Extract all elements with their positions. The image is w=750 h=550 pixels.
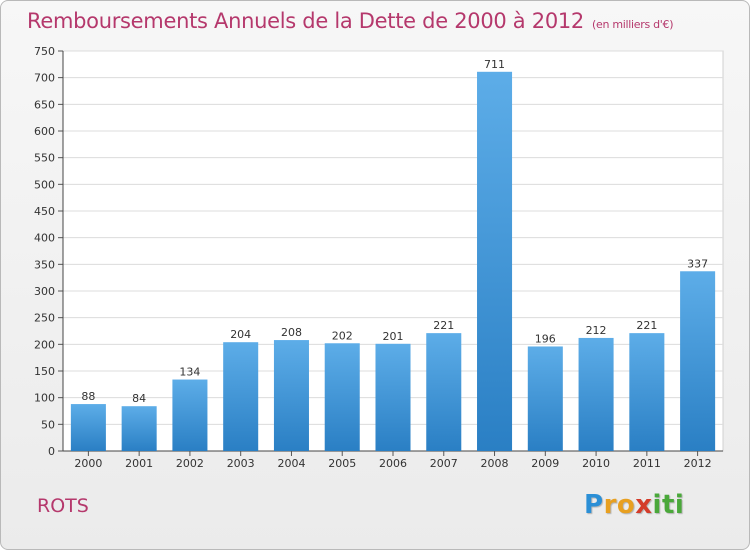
bar-value-label: 88 (81, 390, 95, 403)
bar-value-label: 202 (332, 329, 353, 342)
bar (70, 404, 106, 451)
bar (172, 379, 208, 451)
x-tick-label: 2012 (684, 457, 712, 470)
y-tick-label: 0 (48, 445, 55, 458)
x-tick-label: 2001 (125, 457, 153, 470)
bar (680, 271, 716, 451)
commune-name: ROTS (37, 495, 89, 517)
logo-letter: o (616, 490, 636, 520)
y-tick-label: 50 (41, 418, 55, 431)
bar-value-label: 212 (586, 324, 607, 337)
y-tick-label: 200 (34, 338, 55, 351)
bar-value-label: 196 (535, 332, 556, 345)
x-tick-label: 2004 (277, 457, 305, 470)
bar (223, 342, 259, 451)
bar-value-label: 221 (433, 319, 454, 332)
x-tick-label: 2002 (176, 457, 204, 470)
y-tick-label: 350 (34, 258, 55, 271)
bar-value-label: 204 (230, 328, 251, 341)
y-tick-label: 100 (34, 392, 55, 405)
proxiti-logo: Proxiti (584, 490, 684, 520)
x-tick-label: 2009 (531, 457, 559, 470)
bar (273, 340, 309, 451)
x-tick-label: 2007 (430, 457, 458, 470)
logo-letter: x (635, 490, 653, 520)
bar-value-label: 711 (484, 58, 505, 71)
y-tick-label: 550 (34, 152, 55, 165)
y-tick-label: 150 (34, 365, 55, 378)
x-tick-label: 2005 (328, 457, 356, 470)
logo-letter: i (652, 490, 662, 520)
bar (578, 337, 614, 451)
chart-title-text: Remboursements Annuels de la Dette de 20… (27, 9, 584, 33)
chart-subtitle: (en milliers d'€) (592, 18, 674, 31)
y-tick-label: 450 (34, 205, 55, 218)
x-tick-label: 2011 (633, 457, 661, 470)
bar (324, 343, 360, 451)
y-tick-label: 700 (34, 72, 55, 85)
bar (375, 343, 411, 451)
y-tick-label: 250 (34, 312, 55, 325)
x-tick-label: 2003 (227, 457, 255, 470)
bar-value-label: 201 (383, 330, 404, 343)
bar (527, 346, 563, 451)
bar-value-label: 337 (687, 257, 708, 270)
y-tick-label: 750 (34, 45, 55, 58)
bar-value-label: 208 (281, 326, 302, 339)
y-tick-label: 650 (34, 98, 55, 111)
y-tick-label: 500 (34, 178, 55, 191)
y-tick-label: 300 (34, 285, 55, 298)
bar (629, 333, 665, 451)
bar (426, 333, 462, 451)
logo-letter: i (674, 490, 685, 520)
bar (121, 406, 157, 451)
bar-value-label: 134 (179, 366, 200, 379)
bar-value-label: 84 (132, 392, 146, 405)
y-tick-label: 400 (34, 232, 55, 245)
bar (477, 71, 513, 452)
x-tick-label: 2000 (74, 457, 102, 470)
x-tick-label: 2006 (379, 457, 407, 470)
logo-letter: t (661, 490, 675, 520)
chart-title: Remboursements Annuels de la Dette de 20… (27, 9, 673, 33)
y-tick-label: 600 (34, 125, 55, 138)
x-tick-label: 2008 (481, 457, 509, 470)
logo-letter: P (584, 490, 604, 520)
x-tick-label: 2010 (582, 457, 610, 470)
bar-value-label: 221 (636, 319, 657, 332)
logo-letter: r (603, 490, 617, 520)
